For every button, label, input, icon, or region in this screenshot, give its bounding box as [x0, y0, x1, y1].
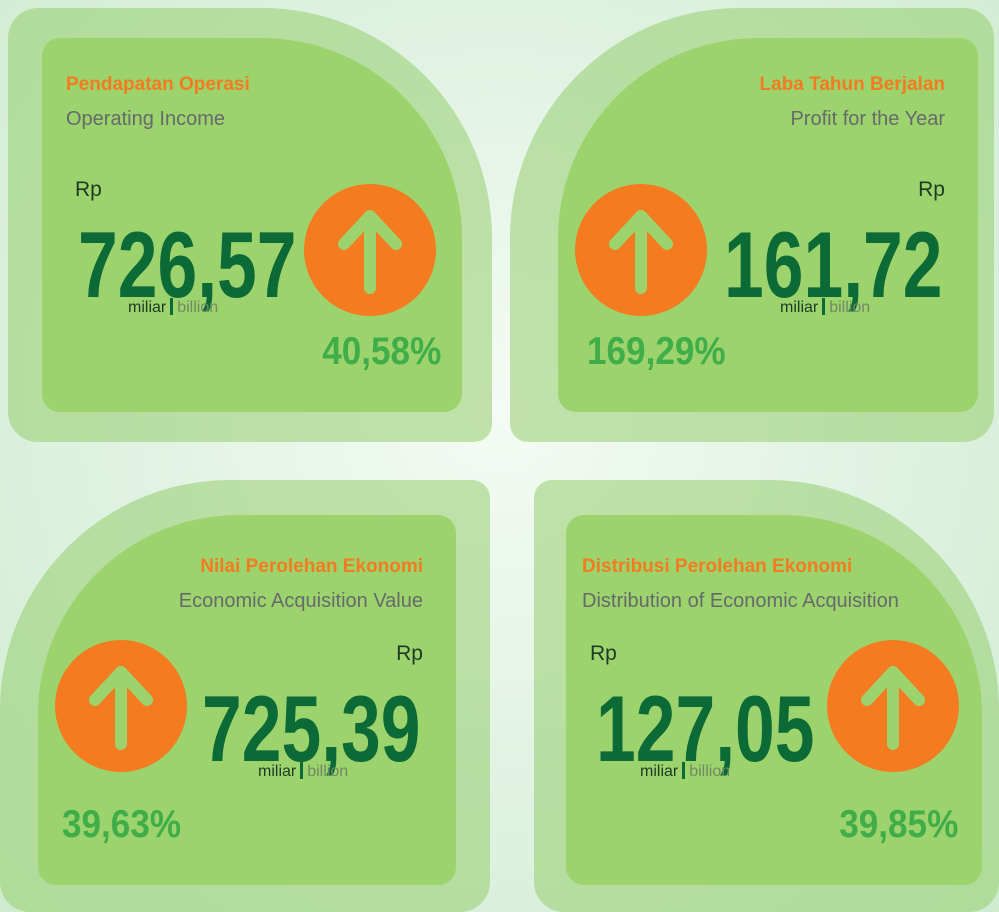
arrow-icon: [338, 210, 402, 294]
unit-separator: [170, 298, 174, 315]
value: 725,39: [202, 676, 421, 781]
arrow-circle: [827, 640, 959, 772]
currency: Rp: [590, 642, 617, 665]
arrow-circle: [304, 184, 436, 316]
change: 39,63%: [62, 803, 182, 846]
unit: miliar billion: [258, 762, 348, 781]
unit-en: billion: [689, 763, 731, 780]
value: 726,57: [78, 212, 297, 317]
arrow-circle: [575, 184, 707, 316]
arrow-circle: [55, 640, 187, 772]
currency: Rp: [918, 178, 945, 201]
title-en: Profit for the Year: [790, 108, 945, 130]
unit-en: billion: [177, 299, 219, 316]
unit-separator: [822, 298, 826, 315]
unit-id: miliar: [258, 763, 297, 780]
unit: miliar billion: [640, 762, 730, 781]
change: 40,58%: [321, 330, 441, 373]
change: 39,85%: [838, 803, 958, 846]
arrow-icon: [89, 666, 153, 750]
value: 127,05: [596, 676, 815, 781]
unit-id: miliar: [128, 299, 167, 316]
unit-id: miliar: [640, 763, 679, 780]
unit: miliar billion: [780, 298, 870, 317]
arrow-icon: [609, 210, 673, 294]
unit-separator: [300, 762, 304, 779]
title-id: Laba Tahun Berjalan: [759, 74, 945, 95]
value: 161,72: [724, 212, 943, 317]
change: 169,29%: [587, 330, 726, 373]
arrow-icon: [861, 666, 925, 750]
unit-en: billion: [307, 763, 349, 780]
currency: Rp: [75, 178, 102, 201]
title-en: Operating Income: [66, 108, 225, 130]
title-en: Economic Acquisition Value: [178, 590, 423, 612]
unit-id: miliar: [780, 299, 819, 316]
title-id: Nilai Perolehan Ekonomi: [200, 556, 423, 577]
unit: miliar billion: [128, 298, 218, 317]
currency: Rp: [396, 642, 423, 665]
unit-separator: [682, 762, 686, 779]
unit-en: billion: [829, 299, 871, 316]
title-en: Distribution of Economic Acquisition: [582, 590, 899, 612]
title-id: Distribusi Perolehan Ekonomi: [582, 556, 853, 577]
title-id: Pendapatan Operasi: [66, 74, 250, 95]
